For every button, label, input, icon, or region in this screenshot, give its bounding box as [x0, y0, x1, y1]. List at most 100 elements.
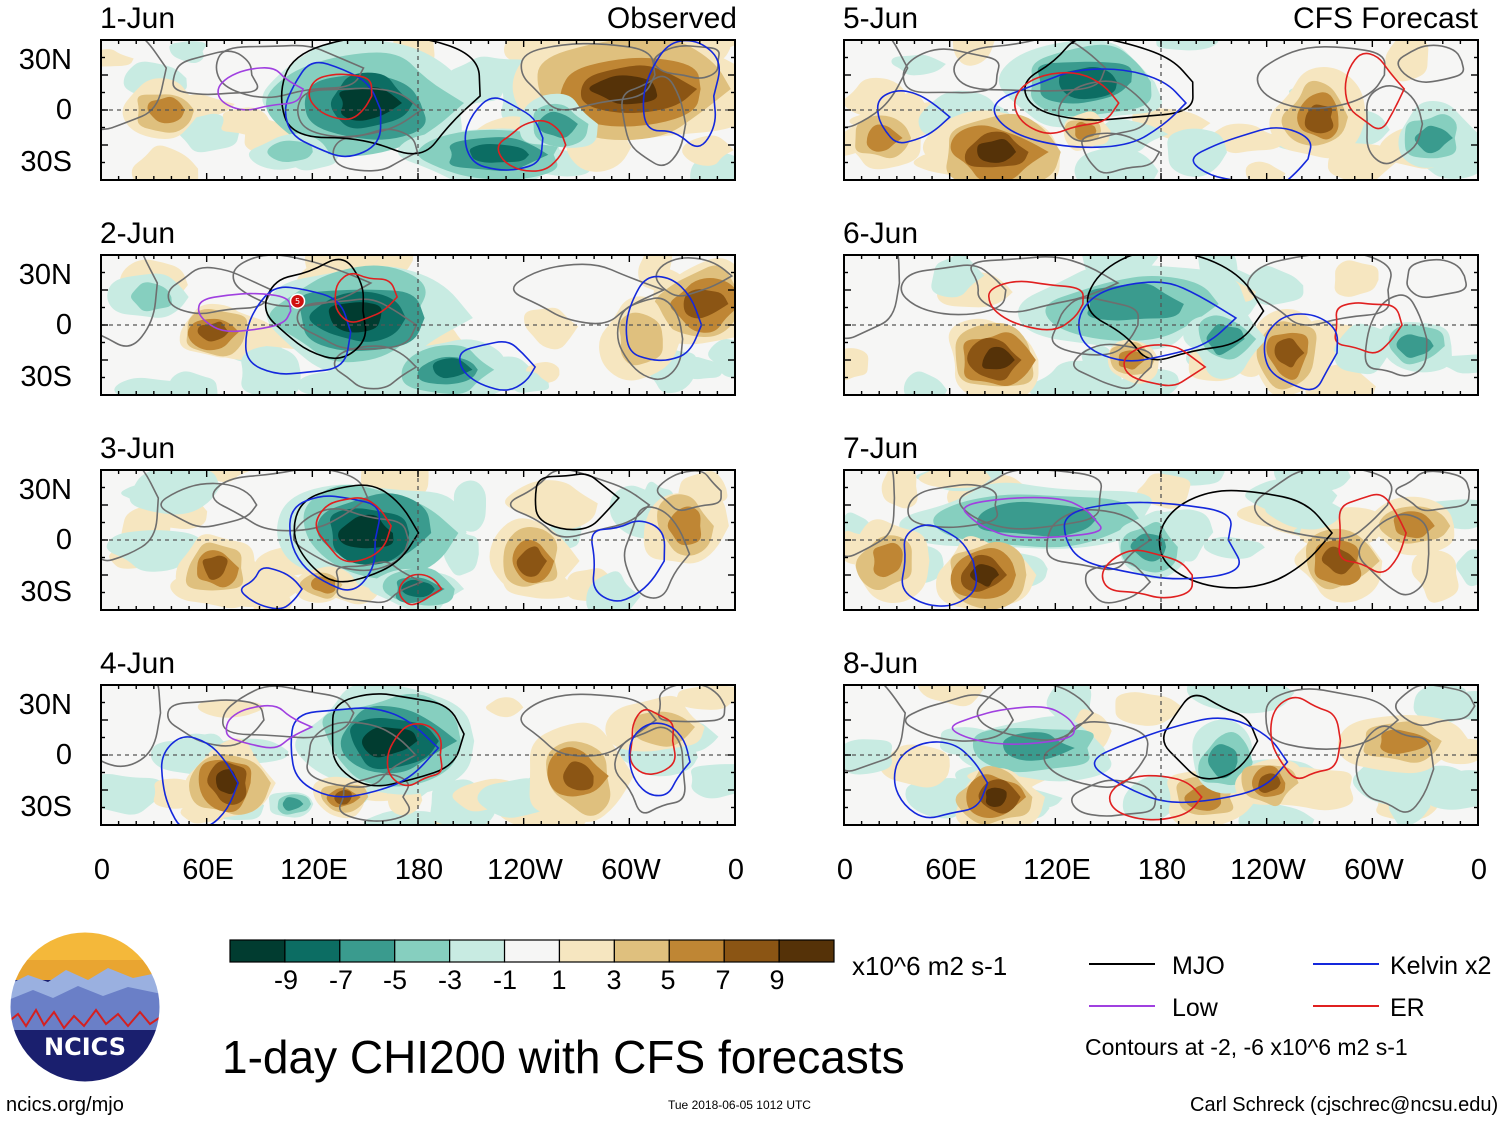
ncics-logo: NCICS — [9, 931, 161, 1083]
panel-date-observed-4: 4-Jun — [100, 647, 176, 680]
coastline — [212, 470, 369, 532]
coastline — [167, 266, 273, 315]
er-contour — [1334, 302, 1403, 354]
anomaly-shading — [1209, 123, 1288, 154]
anomaly-shading — [633, 711, 695, 747]
coastline — [292, 508, 410, 572]
er-contour — [1123, 344, 1207, 387]
website-link[interactable]: ncics.org/mjo — [6, 1094, 124, 1116]
kel-contour — [464, 97, 544, 171]
lon-label-60w: 60W — [1344, 854, 1404, 886]
kel-contour — [290, 707, 440, 798]
kel-contour — [901, 524, 978, 607]
er-contour — [629, 708, 676, 776]
er-contour — [988, 280, 1084, 331]
mjo-contour — [1158, 489, 1334, 589]
mjo-contour — [280, 40, 481, 155]
lat-label-30s: 30S — [20, 791, 72, 823]
map-panel — [843, 684, 1479, 826]
colorbar-swatch — [668, 939, 725, 963]
units-label: x10^6 m2 s-1 — [852, 951, 1008, 981]
anomaly-shading — [1203, 536, 1265, 559]
anomaly-shading — [267, 140, 313, 162]
lon-label-0: 0 — [93, 854, 111, 886]
lat-label-30n: 30N — [18, 259, 72, 291]
anomaly-shading — [1423, 770, 1478, 810]
coastline — [296, 87, 423, 138]
coastline — [520, 42, 656, 111]
map-panel — [100, 469, 736, 611]
anomaly-shading — [982, 346, 1015, 370]
anomaly-shading — [708, 339, 735, 378]
lon-label-180: 180 — [1137, 854, 1187, 886]
coastline — [970, 256, 1120, 313]
anomaly-shading — [1208, 744, 1238, 779]
anomaly-shading — [311, 576, 336, 594]
kel-contour — [240, 567, 303, 610]
colorbar-swatch — [503, 939, 561, 963]
lat-label-eq: 0 — [55, 309, 72, 341]
mjo-contour — [264, 258, 367, 360]
anomaly-shading — [485, 697, 524, 718]
anomaly-shading — [667, 506, 702, 546]
er-contour — [497, 119, 567, 172]
anomaly-shading — [1396, 334, 1434, 358]
coastline — [655, 257, 734, 297]
anomaly-shading — [1002, 732, 1075, 761]
anomaly-shading — [618, 312, 663, 366]
lat-label-eq: 0 — [55, 739, 72, 771]
coastline — [1364, 294, 1428, 377]
kel-contour — [625, 275, 703, 362]
er-contour — [398, 573, 443, 606]
low-contour — [225, 704, 314, 749]
lat-label-30n: 30N — [18, 474, 72, 506]
colorbar-swatch — [558, 939, 615, 963]
coastline — [1081, 132, 1161, 174]
coastline — [1365, 85, 1424, 165]
anomaly-shading — [1321, 546, 1357, 575]
anomaly-shading — [690, 764, 735, 799]
mjo-contour — [293, 484, 420, 583]
colorbar-label: -5 — [382, 965, 407, 995]
coastline — [616, 297, 684, 381]
lon-label-60w: 60W — [601, 854, 661, 886]
anomaly-shading — [589, 75, 658, 105]
coastline — [296, 298, 418, 350]
er-contour — [1270, 696, 1342, 780]
anomaly-shading — [917, 685, 986, 707]
coastline — [1355, 725, 1435, 813]
lon-label-120e: 120E — [280, 854, 348, 886]
anomaly-shading — [197, 699, 265, 718]
colorbar-label: 1 — [551, 965, 567, 995]
anomaly-shading — [241, 346, 301, 395]
anomaly-shading — [1413, 685, 1466, 724]
anomaly-shading — [844, 348, 869, 381]
anomaly-shading — [1385, 40, 1429, 82]
lat-label-eq: 0 — [55, 94, 72, 126]
anomaly-shading — [969, 564, 1000, 587]
panel-date-forecast-3: 7-Jun — [843, 432, 919, 465]
anomaly-shading — [918, 470, 991, 489]
anomaly-shading — [101, 49, 134, 67]
coastline — [332, 128, 419, 172]
kel-contour — [893, 741, 989, 819]
storm-marker-label: 5 — [295, 297, 300, 306]
er-contour — [386, 722, 443, 787]
lat-label-30n: 30N — [18, 689, 72, 721]
forecast-header: CFS Forecast — [1292, 2, 1478, 35]
coastline — [1043, 721, 1149, 788]
lon-label-180: 180 — [394, 854, 444, 886]
coastline — [1406, 258, 1467, 299]
colorbar-swatch — [229, 939, 286, 963]
kel-contour — [628, 722, 691, 797]
anomaly-shading — [638, 255, 673, 293]
coastline — [1051, 297, 1140, 356]
lat-label-30s: 30S — [20, 361, 72, 393]
coastline — [333, 345, 418, 390]
anomaly-shading — [1258, 773, 1281, 794]
figure-title: 1-day CHI200 with CFS forecasts — [222, 1031, 905, 1083]
anomaly-shading — [977, 139, 1017, 163]
coastline — [1265, 688, 1400, 751]
anomaly-shading — [1273, 470, 1351, 494]
colorbar-swatch — [723, 939, 780, 963]
